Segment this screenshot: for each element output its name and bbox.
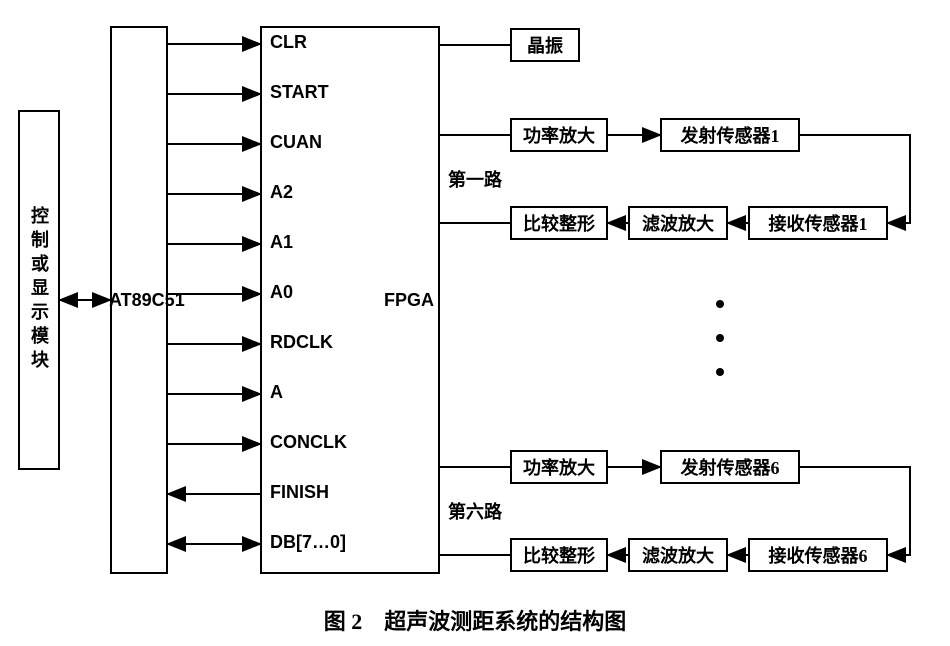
fpga-pin-label: A bbox=[270, 382, 283, 403]
fpga-pin-label: CUAN bbox=[270, 132, 322, 153]
fpga-pin-label: FINISH bbox=[270, 482, 329, 503]
fpga-pin-label: CLR bbox=[270, 32, 307, 53]
fpga-pin-label: START bbox=[270, 82, 329, 103]
fpga-pin-label: A2 bbox=[270, 182, 293, 203]
fpga-pin-label: A0 bbox=[270, 282, 293, 303]
fpga-pin-label: CONCLK bbox=[270, 432, 347, 453]
fpga-pin-label: RDCLK bbox=[270, 332, 333, 353]
fpga-pin-label: DB[7…0] bbox=[270, 532, 346, 553]
fpga-pin-label: A1 bbox=[270, 232, 293, 253]
connections-svg bbox=[0, 0, 950, 646]
